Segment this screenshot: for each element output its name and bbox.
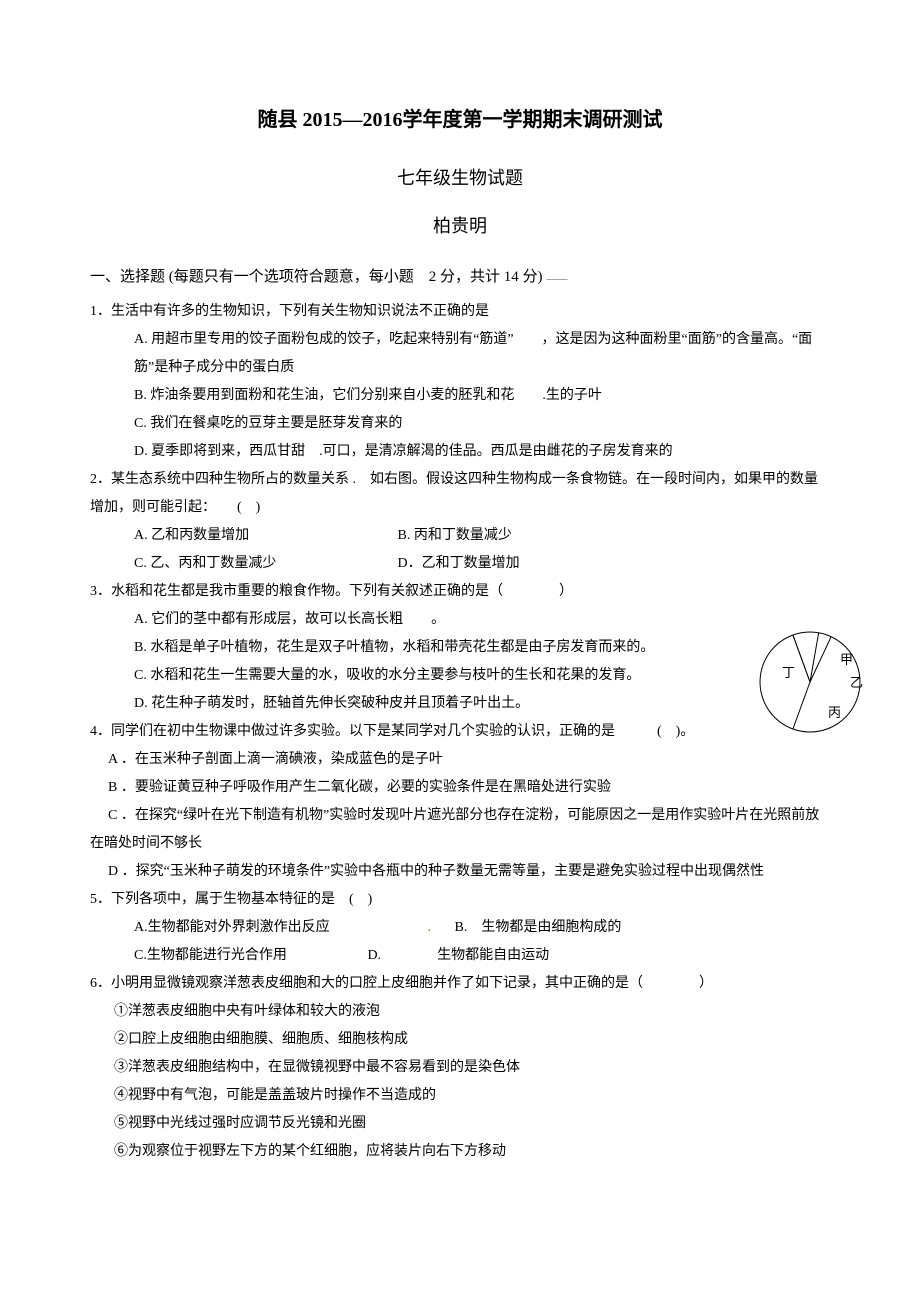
- question-2-options-row2: C. 乙、丙和丁数量减少 D．乙和丁数量增加: [134, 550, 830, 578]
- section-heading: 一、选择题 (每题只有一个选项符合题意，每小题 2 分，共计 14 分) ———: [90, 262, 830, 292]
- question-4-option-d-text: D ．探究“玉米种子萌发的环境条件”实验中各瓶中的种子数量无需等量，主要是避免实…: [108, 864, 764, 879]
- question-5-options-row2: C.生物都能进行光合作用 D. 生物都能自由运动: [134, 942, 830, 970]
- page-title: 随县 2015—2016学年度第一学期期末调研测试: [90, 100, 830, 140]
- pie-chart: 甲乙丙 丁: [750, 622, 870, 742]
- question-4-option-c-text: C ．在探究“绿叶在光下制造有机物”实验时发现叶片遮光部分也存在淀粉，可能原因之…: [90, 808, 819, 851]
- question-5-option-d: D. 生物都能自由运动: [368, 942, 550, 970]
- question-6-item-3: ③洋葱表皮细胞结构中，在显微镜视野中最不容易看到的是染色体: [114, 1054, 830, 1082]
- question-6-item-6: ⑥为观察位于视野左下方的某个红细胞，应将装片向右下方移动: [114, 1138, 830, 1166]
- question-4-stem: 4．同学们在初中生物课中做过许多实验。以下是某同学对几个实验的认识，正确的是 (…: [90, 718, 830, 746]
- section-tiny-note: ———: [547, 275, 568, 283]
- question-1-option-a: A. 用超市里专用的饺子面粉包成的饺子，吃起来特别有“筋道” ，这是因为这种面粉…: [134, 326, 830, 382]
- svg-text:乙: 乙: [850, 675, 863, 690]
- question-3-option-a: A. 它们的茎中都有形成层，故可以长高长粗 。: [134, 606, 830, 634]
- question-2-option-c: C. 乙、丙和丁数量减少: [134, 550, 394, 578]
- question-3-option-d: D. 花生种子萌发时，胚轴首先伸长突破种皮并且顶着子叶出土。: [134, 690, 830, 718]
- page-subtitle: 七年级生物试题: [90, 160, 830, 196]
- section-heading-text: 一、选择题 (每题只有一个选项符合题意，每小题 2 分，共计 14 分): [90, 269, 543, 285]
- pie-chart-svg: 甲乙丙 丁: [750, 622, 870, 742]
- question-5-option-c: C.生物都能进行光合作用: [134, 942, 364, 970]
- question-4-option-b: B ．要验证黄豆种子呼吸作用产生二氧化碳，必要的实验条件是在黑暗处进行实验: [108, 774, 830, 802]
- question-1-stem: 1．生活中有许多的生物知识，下列有关生物知识说法不正确的是: [90, 298, 830, 326]
- question-1-option-c: C. 我们在餐桌吃的豆芽主要是胚芽发育来的: [134, 410, 830, 438]
- question-4-option-c: C ．在探究“绿叶在光下制造有机物”实验时发现叶片遮光部分也存在淀粉，可能原因之…: [90, 802, 830, 858]
- content-body: 一、选择题 (每题只有一个选项符合题意，每小题 2 分，共计 14 分)——— …: [90, 262, 830, 1166]
- question-3-stem: 3．水稻和花生都是我市重要的粮食作物。下列有关叙述正确的是（ ）: [90, 578, 830, 606]
- question-6-item-1: ①洋葱表皮细胞中央有叶绿体和较大的液泡: [114, 998, 830, 1026]
- svg-text:甲: 甲: [840, 652, 853, 667]
- question-2-stem: 2．某生态系统中四种生物所占的数量关系 . 如右图。假设这四种生物构成一条食物链…: [90, 466, 830, 522]
- question-6-item-2: ②口腔上皮细胞由细胞膜、细胞质、细胞核构成: [114, 1026, 830, 1054]
- svg-text:丙: 丙: [828, 705, 841, 720]
- author-name: 柏贵明: [90, 208, 830, 244]
- question-1-option-b: B. 炸油条要用到面粉和花生油，它们分别来自小麦的胚乳和花 .生的子叶: [134, 382, 830, 410]
- question-4-option-d: D ．探究“玉米种子萌发的环境条件”实验中各瓶中的种子数量无需等量，主要是避免实…: [90, 858, 830, 886]
- question-2-option-b: B. 丙和丁数量减少: [398, 522, 512, 550]
- question-5-option-a: A.生物都能对外界刺激作出反应: [134, 914, 424, 942]
- question-4-option-a: A ．在玉米种子剖面上滴一滴碘液，染成蓝色的是子叶: [108, 746, 830, 774]
- question-3-option-c: C. 水稻和花生一生需要大量的水，吸收的水分主要参与枝叶的生长和花果的发育。: [134, 662, 830, 690]
- question-2-options-row1: A. 乙和丙数量增加 B. 丙和丁数量减少: [134, 522, 830, 550]
- question-2-option-d: D．乙和丁数量增加: [398, 550, 520, 578]
- question-3-option-b: B. 水稻是单子叶植物，花生是双子叶植物，水稻和带壳花生都是由子房发育而来的。: [134, 634, 830, 662]
- question-1-option-d: D. 夏季即将到来，西瓜甘甜 .可口，是清凉解渴的佳品。西瓜是由雌花的子房发育来…: [134, 438, 830, 466]
- question-6-stem: 6．小明用显微镜观察洋葱表皮细胞和大的口腔上皮细胞并作了如下记录，其中正确的是（…: [90, 970, 830, 998]
- question-6-item-5: ⑤视野中光线过强时应调节反光镜和光圈: [114, 1110, 830, 1138]
- question-6-item-4: ④视野中有气泡，可能是盖盖玻片时操作不当造成的: [114, 1082, 830, 1110]
- question-5-stem: 5．下列各项中，属于生物基本特征的是 ( ): [90, 886, 830, 914]
- question-5-options-row1: A.生物都能对外界刺激作出反应 . B. 生物都是由细胞构成的: [134, 914, 830, 942]
- question-2-option-a: A. 乙和丙数量增加: [134, 522, 394, 550]
- dot-icon: .: [428, 914, 432, 942]
- question-5-option-b: B. 生物都是由细胞构成的: [455, 914, 622, 942]
- svg-text:丁: 丁: [782, 665, 795, 680]
